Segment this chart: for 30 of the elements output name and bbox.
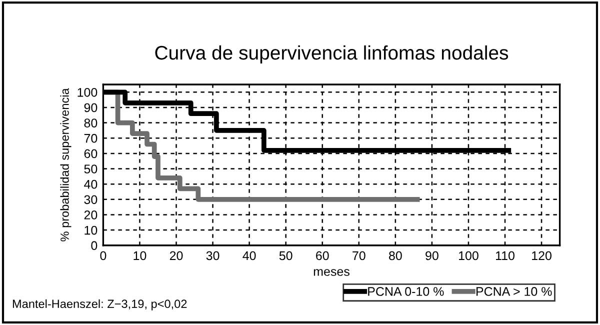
x-tick-label: 70 bbox=[352, 251, 366, 260]
y-tick-label: 0 bbox=[91, 241, 98, 250]
y-tick-label: 100 bbox=[78, 88, 98, 97]
legend-label: PCNA > 10 % bbox=[476, 287, 552, 296]
y-tick-label: 50 bbox=[84, 164, 98, 174]
x-axis-title: meses bbox=[314, 269, 350, 276]
x-tick-label: 80 bbox=[389, 251, 402, 260]
legend-label: PCNA 0-10 % bbox=[368, 287, 444, 296]
text: Mantel-Haenszel: Z−3,19, p<0,02 bbox=[12, 299, 187, 310]
x-tick-label: 50 bbox=[279, 251, 292, 260]
x-tick-label: 0 bbox=[100, 251, 106, 260]
y-tick-label: 30 bbox=[84, 195, 98, 204]
y-tick-label: 60 bbox=[84, 149, 98, 158]
x-tick-label: 90 bbox=[426, 251, 438, 260]
x-tick-label: 110 bbox=[496, 251, 514, 260]
x-tick-label: 30 bbox=[206, 251, 220, 260]
x-tick-label: 10 bbox=[134, 251, 146, 260]
y-tick-label: 10 bbox=[84, 226, 98, 235]
x-tick-label: 20 bbox=[170, 251, 183, 260]
x-tick-label: 60 bbox=[316, 251, 329, 260]
y-tick-label: 80 bbox=[84, 118, 98, 128]
x-tick-label: 120 bbox=[532, 251, 552, 260]
y-tick-label: 20 bbox=[84, 210, 98, 220]
y-tick-label: 40 bbox=[84, 180, 98, 189]
chart-title: Curva de supervivencia linfomas nodales bbox=[155, 45, 508, 64]
y-tick-label: 70 bbox=[84, 134, 98, 143]
y-axis-title: % probabilidad supervivencia bbox=[60, 88, 72, 242]
y-tick-label: 90 bbox=[84, 103, 98, 112]
x-tick-label: 40 bbox=[242, 251, 256, 260]
x-tick-label: 100 bbox=[459, 251, 478, 260]
